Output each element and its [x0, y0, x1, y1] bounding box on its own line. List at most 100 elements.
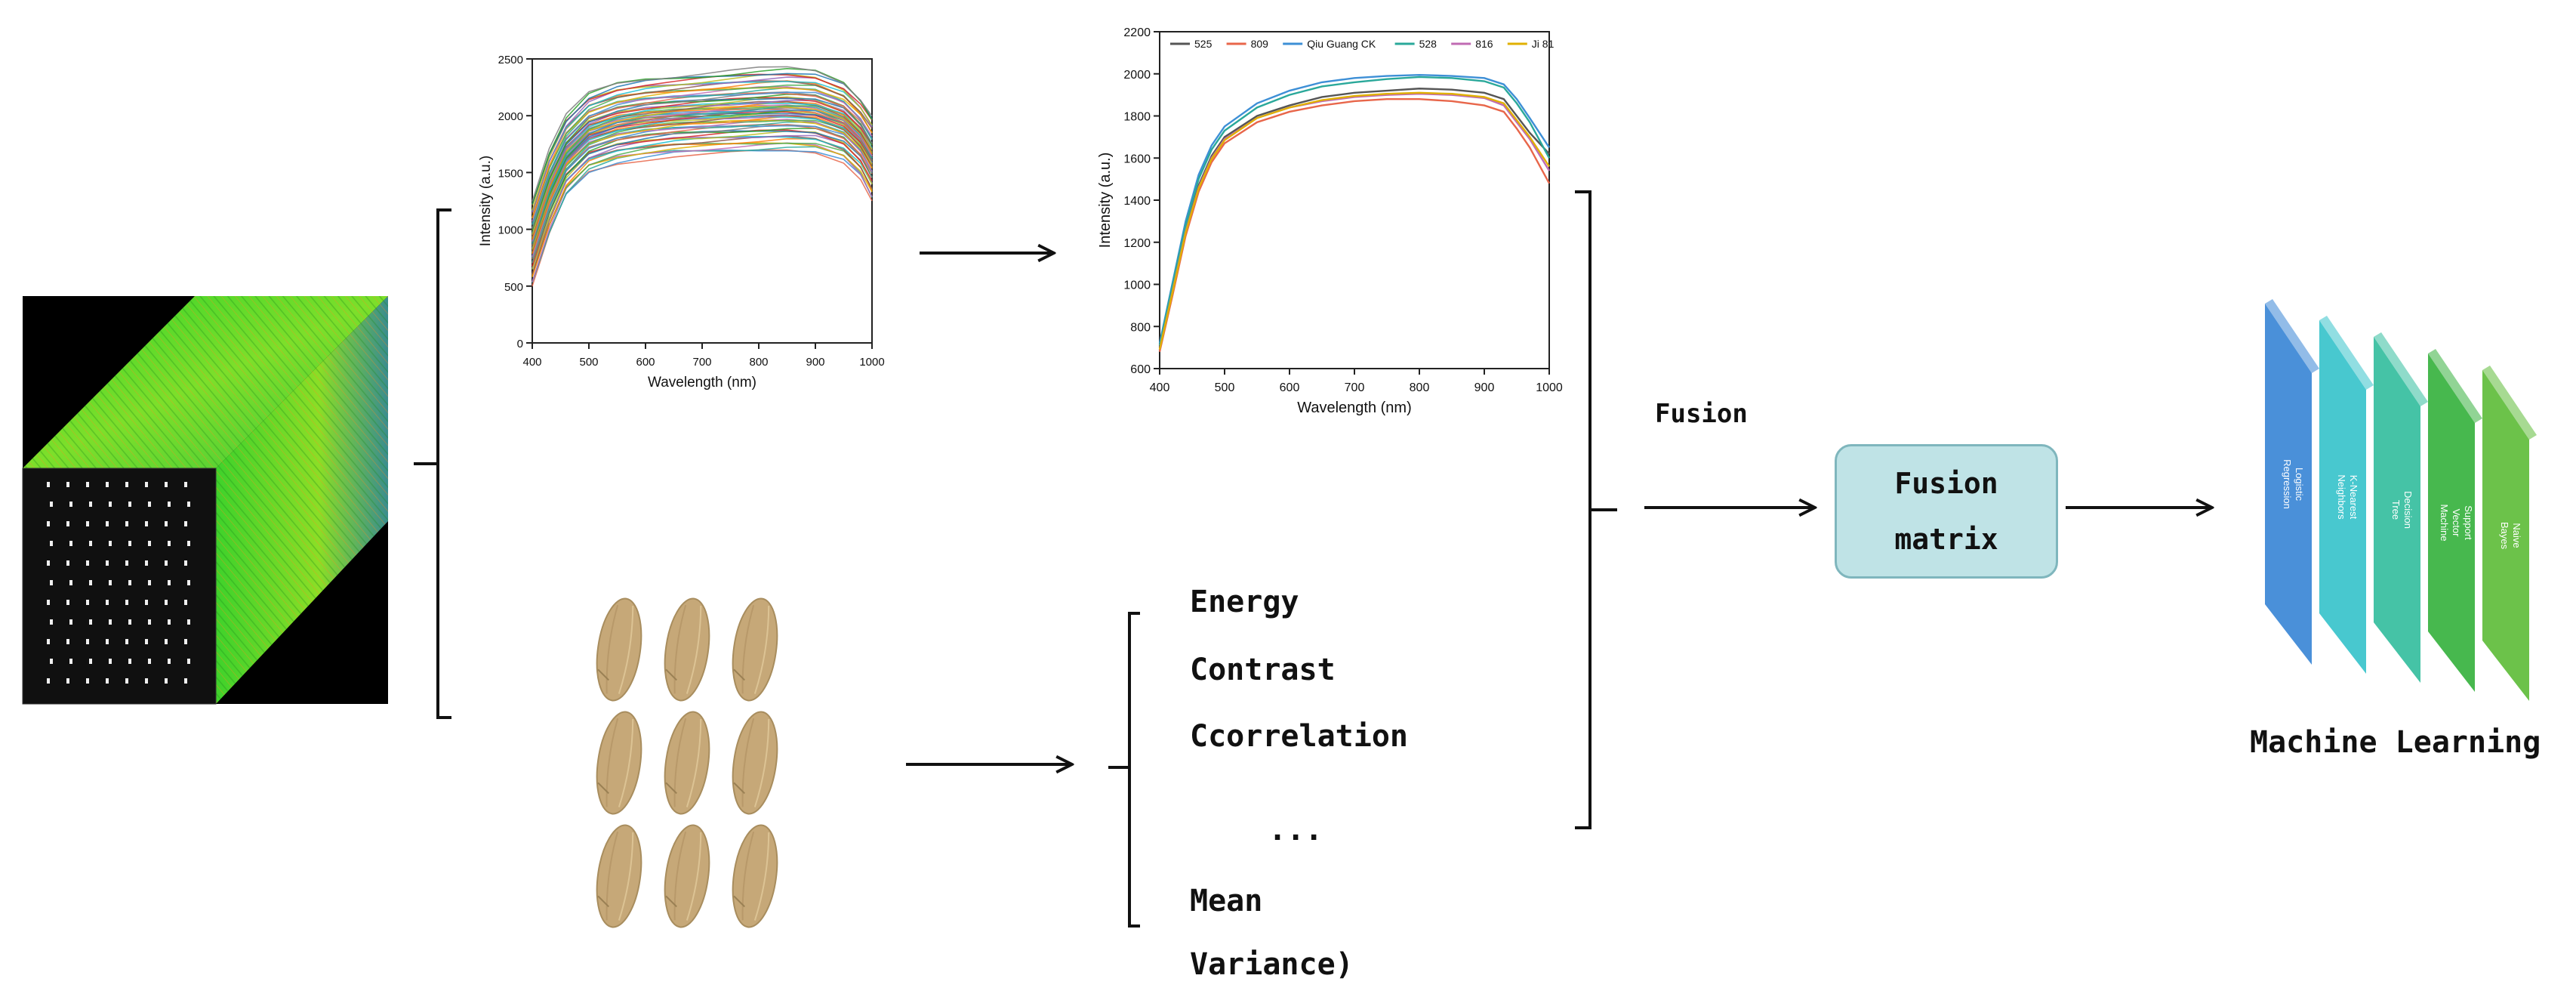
model-panel-3 [2374, 337, 2420, 683]
fusion-label: Fusion [1655, 399, 1748, 429]
seed-dot [47, 678, 50, 684]
y-axis-label: Intensity (a.u.) [478, 156, 494, 246]
model-label: LogisticRegression [2282, 459, 2305, 509]
raw-spectra-chart: 400 500 600 700 800 900 1000 0 500 1000 1500 2000 25… [478, 54, 885, 390]
mean-spectra-chart: 400 500 600 700 800 900 1000 600 800 1000 1200 1400… [1097, 26, 1563, 416]
seed-dot [168, 541, 171, 546]
seed-dot [128, 502, 131, 507]
seed-dot [165, 521, 168, 526]
x-axis-label: Wavelength (nm) [648, 375, 756, 390]
seed-dot [187, 659, 190, 664]
seed-dot [86, 560, 89, 566]
rice-kernel [732, 597, 778, 702]
rice-kernel [664, 597, 710, 702]
y-tick-label: 1800 [1123, 111, 1151, 124]
y-tick-label: 500 [504, 281, 523, 294]
seed-dot [66, 482, 69, 487]
seed-dot [89, 580, 92, 585]
seed-dot [145, 482, 148, 487]
seed-dot [50, 659, 53, 664]
machine-learning-models: LogisticRegression K-NearestNeighbors Deci… [2265, 299, 2537, 701]
seed-dots [47, 482, 190, 684]
seed-dot [168, 619, 171, 625]
seed-dot [86, 482, 89, 487]
spectrum-line [532, 119, 873, 253]
spectrum-line [532, 121, 873, 258]
seed-dot [168, 502, 171, 507]
y-tick-label: 1600 [1123, 153, 1151, 165]
seed-dot [187, 619, 190, 625]
rice-kernel-grid [596, 597, 778, 928]
y-tick-label: 1000 [498, 224, 523, 237]
seed-dot [148, 541, 151, 546]
y-tick-label: 2500 [498, 54, 523, 66]
feature-variance: Variance) [1190, 947, 1354, 982]
seed-dot [128, 619, 131, 625]
feature-energy: Energy [1190, 585, 1299, 619]
seed-dot [69, 580, 72, 585]
seed-dot [66, 678, 69, 684]
rice-kernel [732, 824, 778, 928]
rice-kernel [664, 711, 710, 815]
spectrum-line [532, 105, 873, 244]
seed-dot [128, 659, 131, 664]
seed-dot [148, 580, 151, 585]
rice-kernel [596, 711, 642, 815]
seed-dot [47, 600, 50, 605]
seed-dot [69, 502, 72, 507]
x-tick-label: 1000 [859, 356, 884, 369]
seed-dot [128, 580, 131, 585]
seed-dot [106, 639, 109, 644]
fusion-matrix-box: Fusion matrix [1835, 444, 2058, 579]
seed-dot [184, 600, 187, 605]
spectrum-line [532, 125, 873, 257]
seed-dot [47, 482, 50, 487]
seed-dot [187, 502, 190, 507]
spectrum-line [532, 87, 873, 218]
seed-dot [184, 482, 187, 487]
model-panel-4 [2428, 353, 2475, 692]
series-line-qiu-guang-ck [1158, 73, 1551, 344]
seed-dot [86, 600, 89, 605]
seed-dot [165, 600, 168, 605]
spectrum-line [532, 73, 873, 205]
model-label: K-NearestNeighbors [2336, 474, 2359, 520]
x-tick-label: 800 [1410, 381, 1430, 394]
x-tick-label: 400 [1150, 381, 1170, 394]
legend-label: Qiu Guang CK [1307, 38, 1376, 50]
spectrum-line [532, 130, 873, 270]
spectrum-line [532, 87, 873, 225]
seed-dot [165, 678, 168, 684]
seed-dot [125, 521, 128, 526]
legend-label: Ji 81 [1532, 38, 1555, 50]
fusion-brace [1575, 190, 1617, 829]
legend-label: 528 [1419, 38, 1437, 50]
seed-dot [47, 639, 50, 644]
seed-dot [106, 482, 109, 487]
seed-dot [145, 521, 148, 526]
y-tick-label: 2200 [1123, 26, 1151, 39]
series-line-528 [1158, 76, 1551, 346]
seed-dot [50, 580, 53, 585]
model-panel-5 [2482, 370, 2529, 701]
seed-dot [168, 580, 171, 585]
legend-label: 525 [1194, 38, 1213, 50]
seed-dot [109, 502, 112, 507]
model-panel-1 [2265, 304, 2312, 665]
x-tick-label: 900 [1474, 381, 1495, 394]
hyperspectral-cube [22, 296, 388, 705]
feature-contrast: Contrast [1190, 653, 1336, 687]
seed-dot [50, 541, 53, 546]
seed-dot [66, 600, 69, 605]
seed-dot [145, 600, 148, 605]
spectrum-line [532, 142, 873, 275]
seed-dot [69, 541, 72, 546]
seed-dot [66, 639, 69, 644]
seed-dot [106, 521, 109, 526]
seed-dot [106, 678, 109, 684]
x-tick-label: 400 [522, 356, 541, 369]
y-tick-label: 0 [517, 338, 523, 350]
seed-dot [187, 541, 190, 546]
seed-dot [165, 560, 168, 566]
